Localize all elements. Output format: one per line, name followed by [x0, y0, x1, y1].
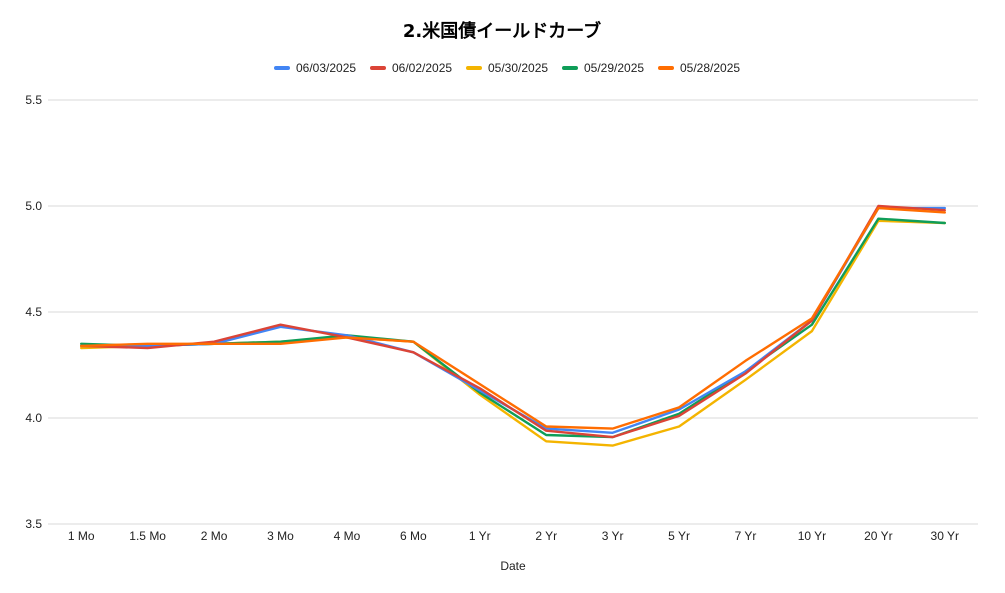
legend-item[interactable]: 06/02/2025	[370, 61, 452, 75]
x-tick-label: 3 Mo	[267, 529, 294, 543]
gridlines	[48, 99, 978, 525]
x-tick-label: 20 Yr	[864, 529, 892, 543]
x-axis-label: Date	[500, 559, 526, 573]
y-tick-label: 3.5	[25, 517, 42, 531]
x-tick-label: 10 Yr	[798, 529, 826, 543]
x-tick-label: 5 Yr	[668, 529, 690, 543]
y-tick-label: 4.0	[25, 411, 42, 425]
x-tick-label: 3 Yr	[602, 529, 624, 543]
y-tick-label: 4.5	[25, 305, 42, 319]
x-tick-label: 30 Yr	[931, 529, 959, 543]
chart-title: 2.米国債イールドカーブ	[403, 20, 601, 42]
legend-label: 06/02/2025	[392, 61, 452, 75]
x-tick-label: 2 Yr	[535, 529, 557, 543]
x-tick-label: 6 Mo	[400, 529, 427, 543]
x-tick-label: 7 Yr	[735, 529, 757, 543]
series-line-05-28-2025	[79, 206, 946, 430]
legend-label: 05/30/2025	[488, 61, 548, 75]
series-lines	[79, 204, 946, 447]
y-axis-ticks: 3.5 4.0 4.5 5.0 5.5	[25, 93, 42, 531]
x-tick-label: 4 Mo	[334, 529, 361, 543]
x-axis-ticks: 1 Mo 1.5 Mo 2 Mo 3 Mo 4 Mo 6 Mo 1 Yr 2 Yr 3 Yr 5 …	[68, 529, 959, 543]
y-tick-label: 5.5	[25, 93, 42, 107]
legend-item[interactable]: 06/03/2025	[274, 61, 356, 75]
legend-label: 05/29/2025	[584, 61, 644, 75]
series-line-06-02-2025	[79, 204, 946, 439]
legend: 06/03/2025 06/02/2025 05/30/2025 05/29/2025…	[274, 61, 740, 75]
legend-item[interactable]: 05/28/2025	[658, 61, 740, 75]
y-tick-label: 5.0	[25, 199, 42, 213]
legend-item[interactable]: 05/30/2025	[466, 61, 548, 75]
x-tick-label: 1 Yr	[469, 529, 491, 543]
x-tick-label: 1 Mo	[68, 529, 95, 543]
series-line-05-30-2025	[79, 219, 946, 447]
x-tick-label: 1.5 Mo	[129, 529, 166, 543]
legend-item[interactable]: 05/29/2025	[562, 61, 644, 75]
x-tick-label: 2 Mo	[201, 529, 228, 543]
legend-label: 05/28/2025	[680, 61, 740, 75]
legend-label: 06/03/2025	[296, 61, 356, 75]
